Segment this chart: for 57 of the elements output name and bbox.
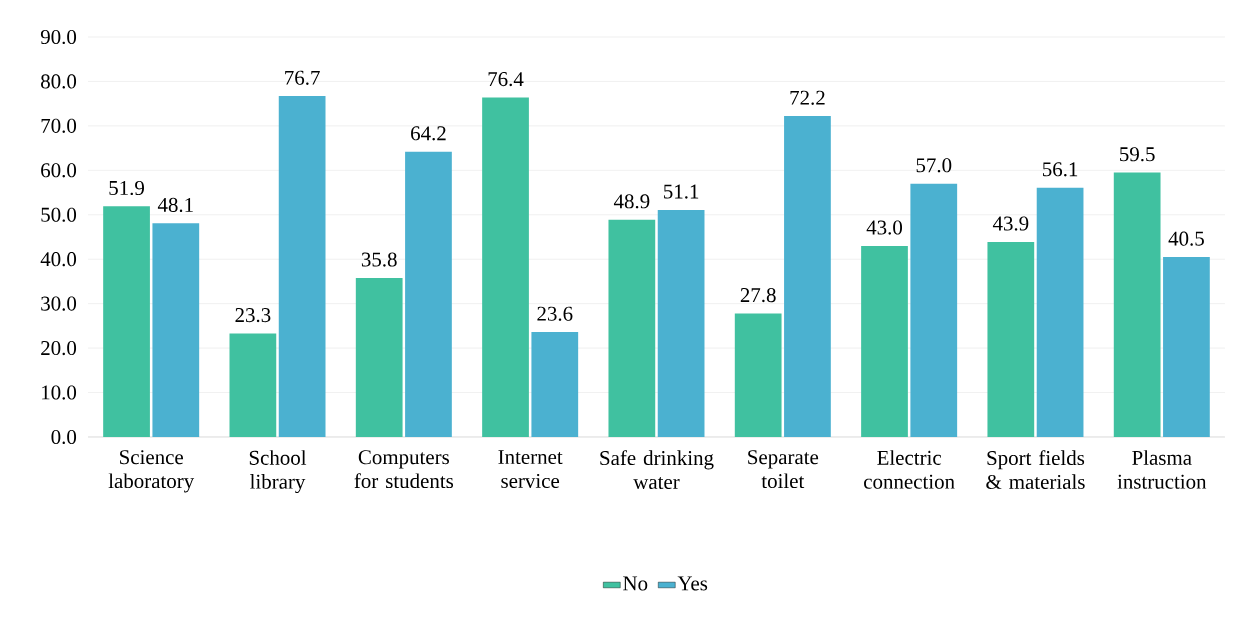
y-tick-label: 80.0	[41, 74, 77, 89]
x-tick-label: Safe drinking water	[600, 450, 714, 489]
data-label: 59.5	[1120, 147, 1155, 162]
data-label: 51.9	[109, 180, 144, 196]
bar	[405, 151, 452, 437]
data-label: 76.7	[285, 70, 320, 85]
bar	[1163, 256, 1210, 437]
data-label: 56.1	[1043, 162, 1078, 177]
bar	[608, 219, 656, 437]
bar	[910, 183, 958, 437]
y-tick-label: 10.0	[42, 385, 77, 400]
bar	[657, 209, 705, 437]
legend-label: No	[623, 576, 648, 591]
x-tick-label: Separate toilet	[748, 450, 819, 489]
bar	[987, 241, 1035, 437]
legend-label: Yes	[677, 576, 708, 591]
data-label: 57.0	[916, 158, 952, 173]
data-label: 23.3	[235, 308, 271, 323]
data-label: 43.0	[866, 220, 903, 235]
data-label: 76.4	[488, 72, 524, 87]
data-label: 48.9	[613, 194, 650, 209]
x-tick-label: Computers for students	[354, 450, 454, 489]
bar	[482, 97, 529, 437]
y-tick-label: 20.0	[41, 341, 77, 356]
data-label: 48.1	[157, 197, 193, 213]
bar	[103, 206, 150, 437]
x-tick-label: Plasma instruction	[1117, 450, 1207, 489]
data-label: 27.8	[740, 288, 776, 303]
y-tick-label: 0.0	[51, 429, 77, 445]
data-label: 72.2	[790, 90, 825, 105]
y-tick-label: 40.0	[40, 252, 77, 267]
bar	[152, 223, 200, 437]
bar	[734, 313, 782, 437]
bar	[229, 333, 277, 437]
x-tick-label: Internet service	[498, 450, 563, 488]
y-tick-label: 30.0	[41, 296, 77, 311]
bar	[531, 332, 579, 437]
y-tick-label: 50.0	[41, 207, 77, 222]
bar	[355, 277, 403, 437]
bar	[1113, 172, 1161, 437]
x-tick-label: Electric connection	[864, 450, 955, 489]
bar	[1036, 187, 1084, 437]
data-label: 51.1	[664, 184, 699, 199]
bar	[861, 245, 908, 437]
data-label: 64.2	[411, 126, 446, 141]
x-tick-label: Sport fields & materials	[986, 450, 1085, 489]
data-label: 40.5	[1168, 231, 1204, 246]
y-tick-label: 70.0	[41, 118, 77, 133]
x-tick-label: Science laboratory	[108, 450, 195, 493]
y-tick-label: 90.0	[40, 29, 77, 45]
data-label: 43.9	[992, 216, 1029, 231]
bar	[784, 116, 831, 437]
x-tick-label: School library	[249, 450, 307, 494]
data-label: 35.8	[361, 252, 397, 267]
y-tick-label: 60.0	[41, 163, 77, 178]
data-label: 23.6	[537, 306, 573, 321]
bar	[278, 96, 326, 437]
